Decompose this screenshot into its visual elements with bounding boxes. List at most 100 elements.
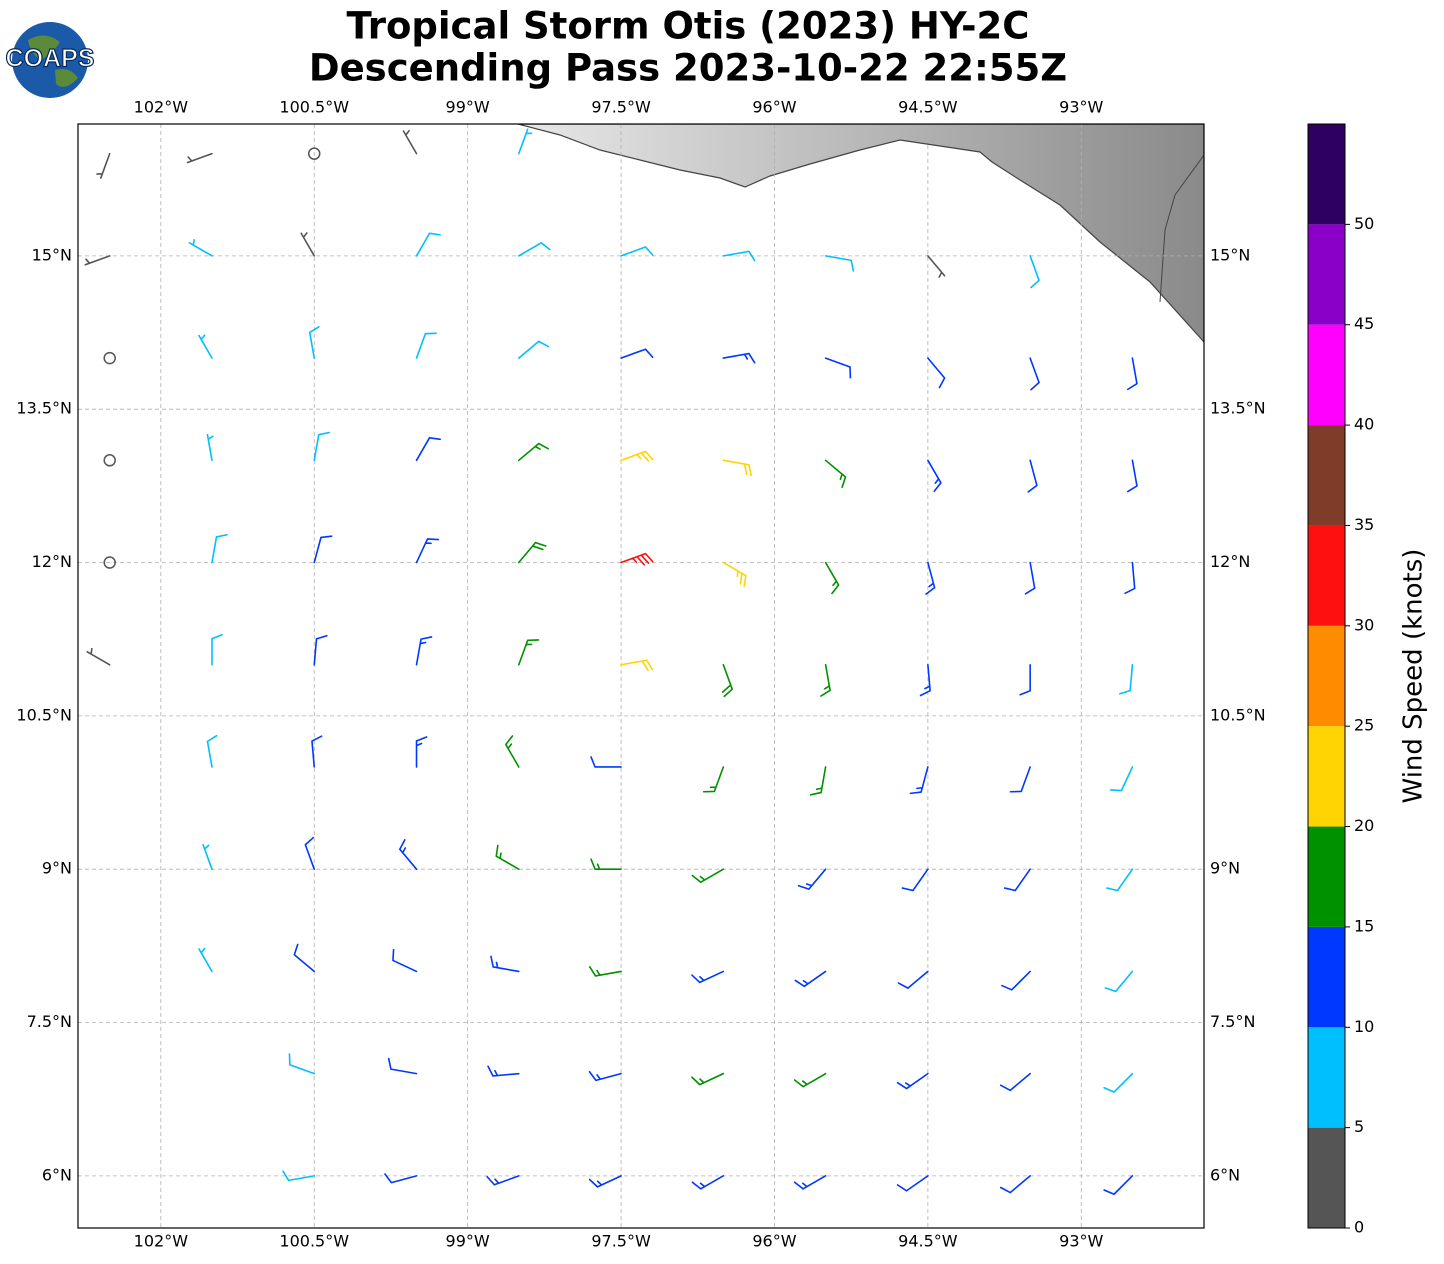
- wind-barb: [415, 736, 428, 768]
- wind-barb: [288, 1053, 316, 1075]
- wind-barb: [901, 868, 929, 892]
- wind-barb: [517, 242, 551, 257]
- wind-barb: [1126, 459, 1138, 493]
- colorbar-tick-label: 30: [1354, 615, 1374, 634]
- chart-title: Tropical Storm Otis (2023) HY-2C: [347, 5, 1030, 48]
- y-tick-label: 6°N: [1210, 1165, 1240, 1184]
- wind-barb: [96, 152, 111, 179]
- wind-barb: [588, 1070, 622, 1082]
- wind-barb: [415, 436, 441, 462]
- y-tick-label: 15°N: [32, 245, 72, 264]
- wind-barb: [198, 334, 213, 359]
- calm-marker: [103, 454, 116, 467]
- wind-barb: [415, 636, 433, 666]
- wind-barb: [387, 1057, 418, 1075]
- wind-barb: [486, 1175, 520, 1186]
- colorbar-tick-label: 35: [1354, 515, 1374, 534]
- wind-barb: [820, 663, 831, 697]
- wind-barb: [202, 843, 213, 871]
- wind-barb: [392, 948, 418, 973]
- wind-barb: [1029, 357, 1040, 391]
- wind-barb: [1106, 868, 1134, 892]
- wind-barb: [415, 332, 437, 359]
- wind-barb: [793, 1072, 827, 1088]
- wind-barb: [588, 1175, 622, 1188]
- colorbar-segment: [1308, 525, 1345, 626]
- x-tick-label: 96°W: [752, 1232, 796, 1251]
- y-tick-label: 9°N: [42, 859, 72, 878]
- y-tick-label: 9°N: [1210, 859, 1240, 878]
- chart-subtitle: Descending Pass 2023-10-22 22:55Z: [309, 47, 1067, 90]
- wind-barb: [517, 128, 533, 155]
- wind-barb: [206, 433, 214, 462]
- wind-barb: [311, 735, 323, 768]
- wind-barb: [1029, 255, 1040, 289]
- wind-barb: [590, 756, 622, 768]
- colorbar-tick-label: 10: [1354, 1017, 1374, 1036]
- wind-barb: [313, 431, 331, 462]
- wind-barb: [999, 1072, 1031, 1092]
- calm-marker: [103, 351, 116, 365]
- wind-barb: [927, 255, 946, 278]
- wind-barb: [588, 965, 622, 977]
- wind-barb: [620, 659, 654, 671]
- x-tick-label: 94.5°W: [898, 1232, 958, 1251]
- wind-barb: [1119, 663, 1134, 695]
- wind-barb: [824, 357, 852, 379]
- wind-barb: [722, 250, 756, 262]
- y-tick-label: 15°N: [1210, 245, 1250, 264]
- y-tick-label: 10.5°N: [1210, 705, 1266, 724]
- x-tick-label: 100.5°W: [279, 98, 349, 117]
- colorbar-tick-label: 40: [1354, 415, 1374, 434]
- wind-barb: [415, 538, 440, 564]
- colorbar-segment: [1308, 726, 1345, 827]
- wind-barb: [186, 152, 213, 164]
- wind-barb: [909, 766, 929, 795]
- wind-barb: [206, 734, 218, 768]
- y-tick-label: 12°N: [32, 552, 72, 571]
- wind-barb: [897, 970, 929, 989]
- x-tick-label: 97.5°W: [591, 1232, 651, 1251]
- y-tick-label: 7.5°N: [27, 1012, 72, 1031]
- wind-barb: [809, 766, 827, 796]
- wind-barb: [925, 561, 936, 595]
- colorbar-segment: [1308, 1127, 1345, 1228]
- wind-barb: [308, 326, 320, 359]
- wind-barb: [517, 340, 549, 359]
- x-tick-label: 99°W: [446, 1232, 490, 1251]
- wind-barb: [1126, 357, 1138, 391]
- wind-barb: [313, 535, 333, 564]
- wind-barb: [1024, 561, 1036, 595]
- wind-barb: [490, 955, 520, 973]
- wind-barb: [517, 639, 540, 666]
- logo: COAPS: [5, 22, 95, 98]
- wind-barb: [211, 533, 228, 564]
- wind-barb: [384, 1173, 418, 1184]
- wind-barb: [797, 868, 827, 890]
- colorbar-segment: [1308, 124, 1345, 225]
- colorbar-segment: [1308, 1027, 1345, 1128]
- wind-barb: [620, 552, 654, 566]
- wind-barb: [824, 255, 855, 272]
- wind-barb: [1104, 970, 1134, 993]
- colorbar-tick-label: 20: [1354, 816, 1374, 835]
- wind-barb: [691, 970, 725, 984]
- wind-barb: [1103, 1175, 1134, 1196]
- y-tick-label: 10.5°N: [16, 705, 72, 724]
- y-tick-label: 7.5°N: [1210, 1012, 1255, 1031]
- wind-barb: [721, 663, 734, 698]
- wind-barb: [282, 1170, 316, 1182]
- wind-barb: [1001, 970, 1031, 991]
- wind-barb: [399, 838, 418, 871]
- wind-barb: [504, 735, 520, 768]
- border: [1159, 154, 1204, 303]
- x-tick-label: 96°W: [752, 98, 796, 117]
- grid: [78, 124, 1204, 1228]
- wind-barb: [1019, 663, 1031, 696]
- calm-marker: [103, 556, 116, 569]
- wind-barb: [86, 647, 111, 666]
- wind-barb: [1109, 766, 1134, 792]
- colorbar-segment: [1308, 926, 1345, 1028]
- wind-barb: [313, 634, 328, 666]
